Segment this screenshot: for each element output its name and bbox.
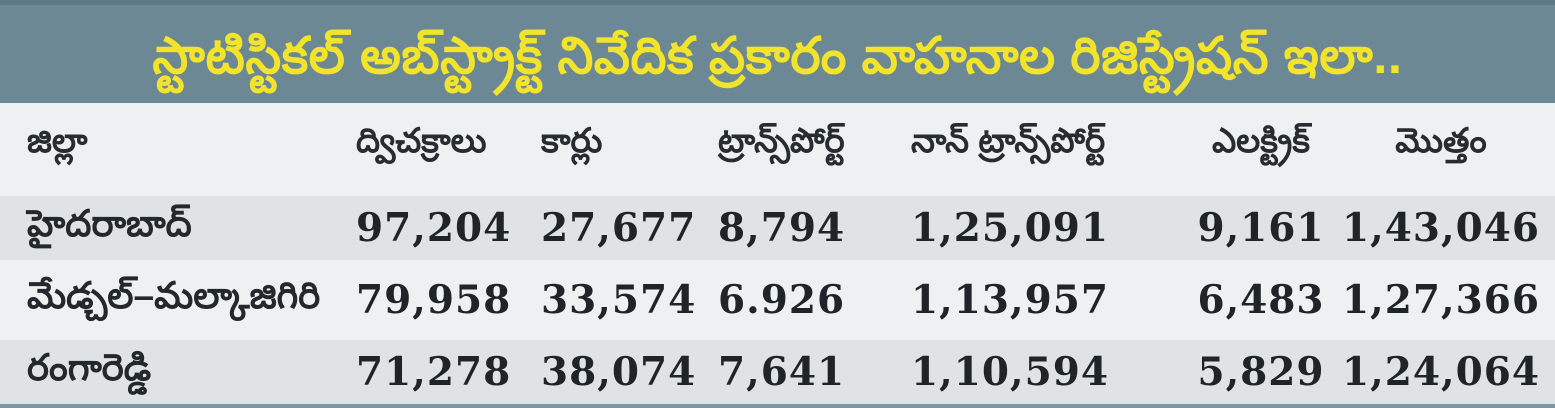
cars-value: 27,677 (541, 205, 697, 251)
header-two-wheelers: ద్విచక్రాలు (356, 122, 487, 160)
district-name: రంగారెడ్డి (27, 346, 152, 388)
page-title: స్టాటిస్టికల్ అబ్‌స్ట్రాక్ట్ నివేదిక ప్ర… (152, 26, 1403, 84)
table-row-medchal-malkajgiri: మేడ్చల్–మల్కాజిగిరి 79,958 33,574 6.926 … (0, 268, 1555, 332)
table-header-row: జిల్లా ద్విచక్రాలు కార్లు ట్రాన్స్‌పోర్ట… (0, 103, 1555, 188)
non-transport-value: 1,25,091 (911, 205, 1109, 251)
non-transport-value: 1,13,957 (911, 277, 1109, 323)
electric-value: 6,483 (1197, 277, 1325, 323)
header-total: మొత్తం (1395, 122, 1487, 160)
two-wheelers-value: 71,278 (356, 349, 512, 395)
total-value: 1,24,064 (1342, 349, 1540, 395)
title-bar: స్టాటిస్టికల్ అబ్‌స్ట్రాక్ట్ నివేదిక ప్ర… (0, 0, 1555, 103)
bottom-border (0, 404, 1555, 408)
header-cars: కార్లు (541, 122, 603, 160)
header-non-transport: నాన్ ట్రాన్స్‌పోర్ట్ (911, 122, 1106, 160)
district-name: హైదరాబాద్ (27, 202, 192, 244)
total-value: 1,27,366 (1342, 277, 1540, 323)
header-transport: ట్రాన్స్‌పోర్ట్ (718, 122, 845, 160)
two-wheelers-value: 79,958 (356, 277, 512, 323)
registration-table: జిల్లా ద్విచక్రాలు కార్లు ట్రాన్స్‌పోర్ట… (0, 103, 1555, 404)
table-row-rangareddy: రంగారెడ్డి 71,278 38,074 7,641 1,10,594 … (0, 340, 1555, 404)
header-district: జిల్లా (27, 122, 88, 160)
two-wheelers-value: 97,204 (356, 205, 512, 251)
electric-value: 5,829 (1197, 349, 1325, 395)
non-transport-value: 1,10,594 (911, 349, 1109, 395)
transport-value: 7,641 (718, 349, 846, 395)
cars-value: 33,574 (541, 277, 697, 323)
transport-value: 6.926 (718, 277, 846, 323)
total-value: 1,43,046 (1342, 205, 1540, 251)
table-row-hyderabad: హైదరాబాద్ 97,204 27,677 8,794 1,25,091 9… (0, 196, 1555, 260)
header-electric: ఎలక్ట్రిక్ (1211, 122, 1311, 160)
electric-value: 9,161 (1197, 205, 1325, 251)
cars-value: 38,074 (541, 349, 697, 395)
district-name: మేడ్చల్–మల్కాజిగిరి (27, 274, 321, 316)
transport-value: 8,794 (718, 205, 846, 251)
